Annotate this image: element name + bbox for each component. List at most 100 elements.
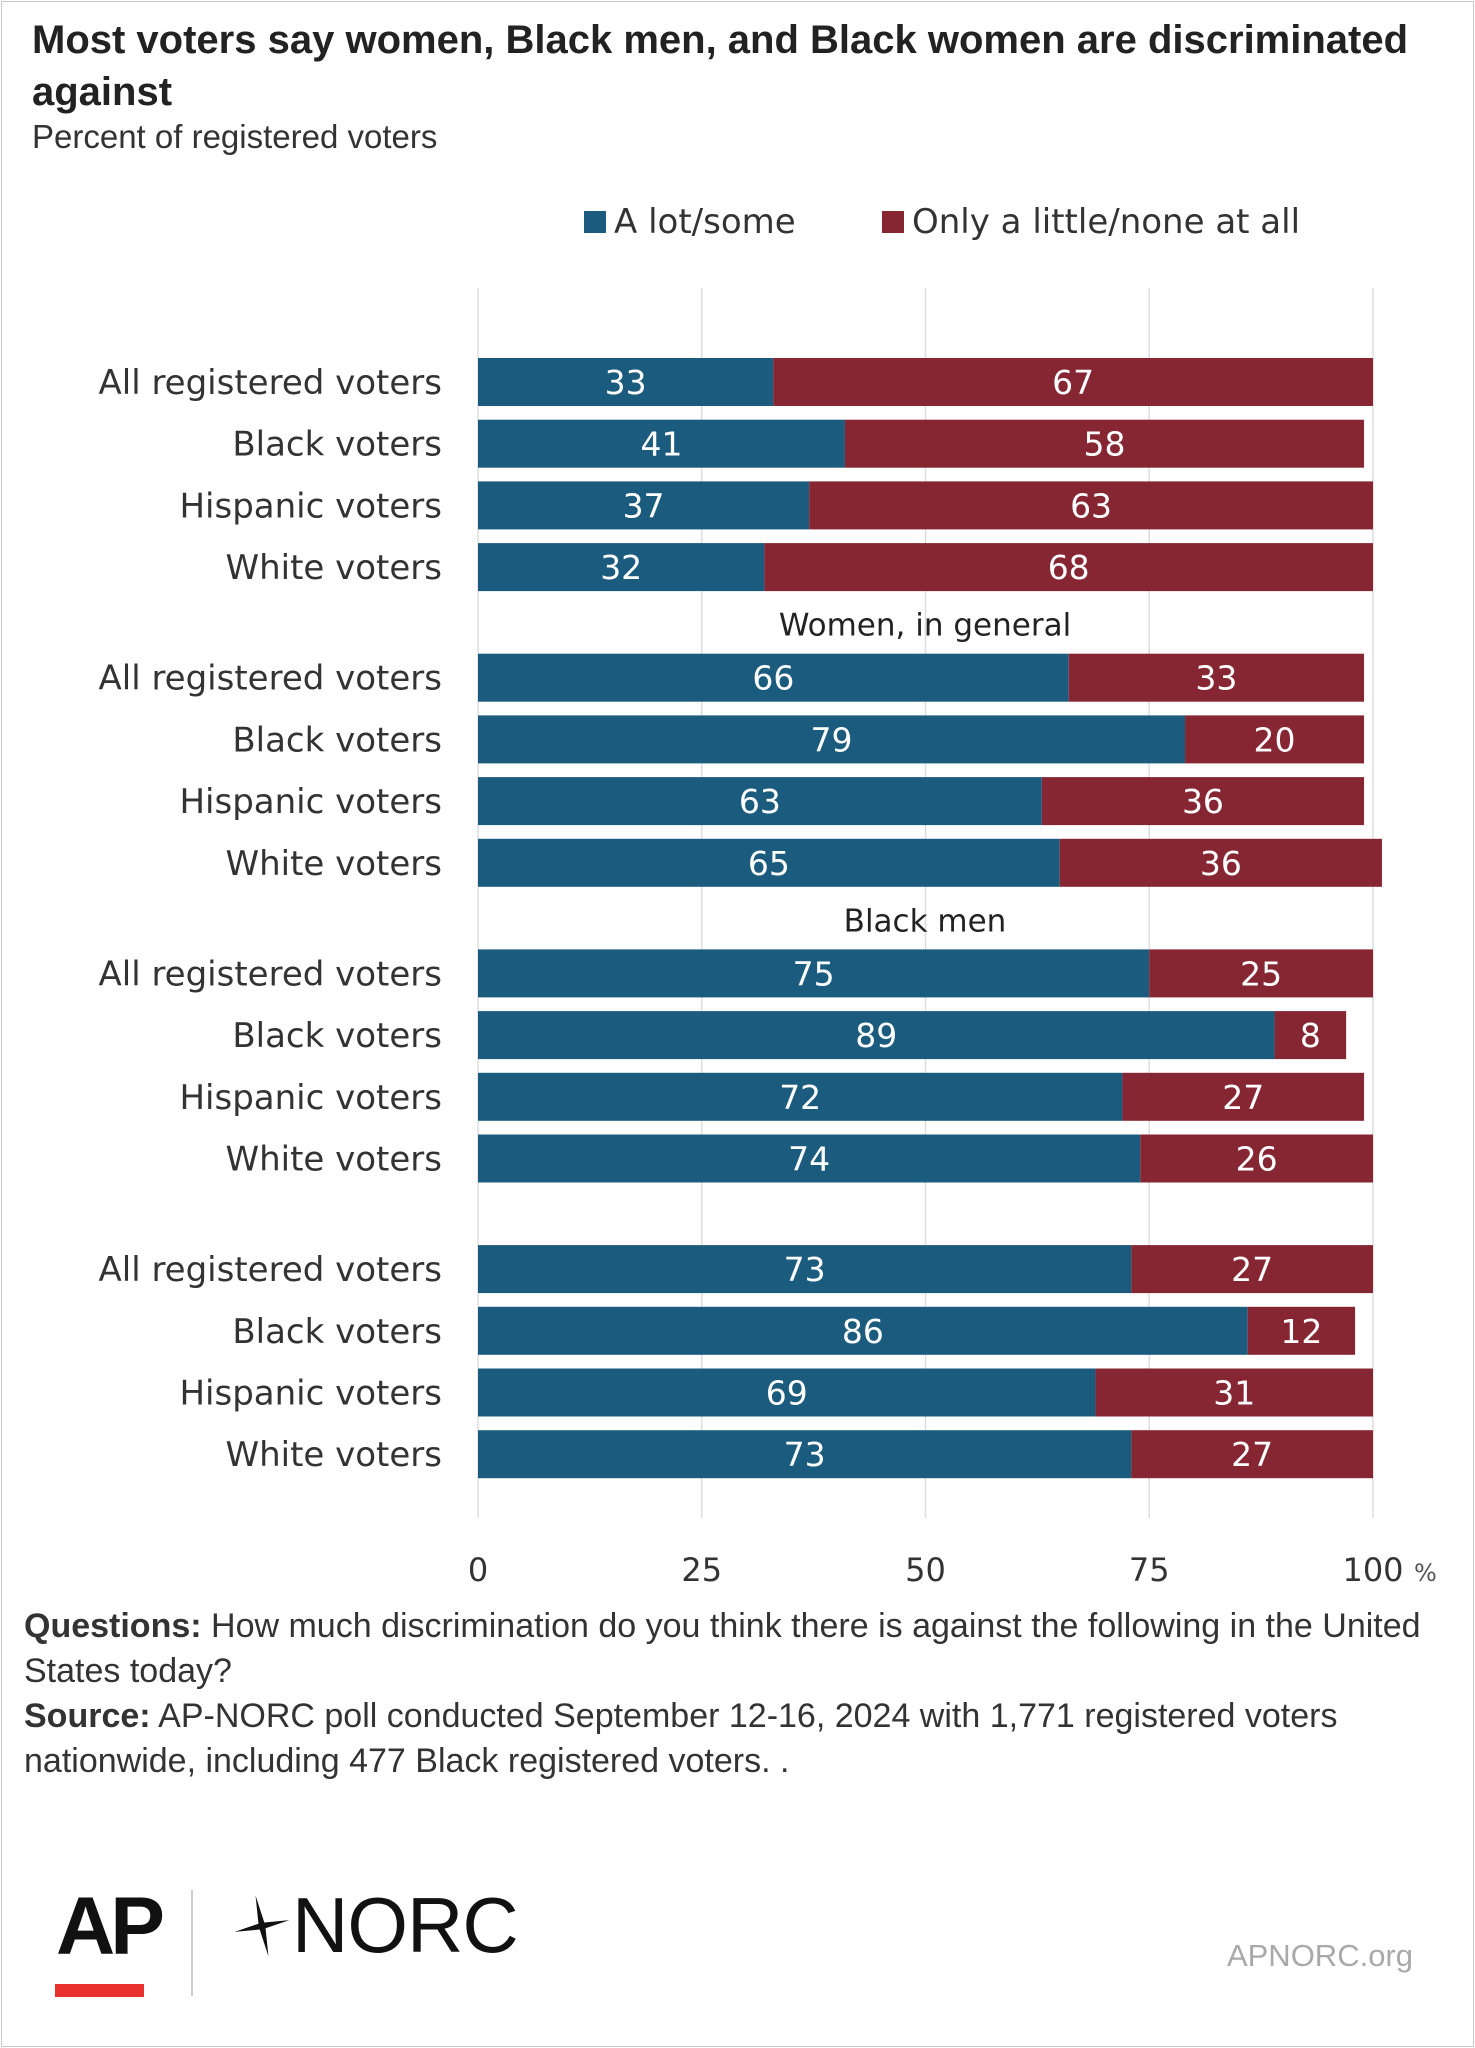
bar-value-label: 74: [788, 1140, 830, 1179]
group-label: Black men: [844, 903, 1007, 939]
bar-little: [1247, 1306, 1356, 1355]
bar-a-lot: [478, 949, 1150, 998]
bar-value-label: 12: [1280, 1312, 1322, 1351]
bar-value-label: 33: [1195, 659, 1237, 698]
questions-text: How much discrimination do you think the…: [24, 1607, 1421, 1690]
category-label: Hispanic voters: [179, 782, 442, 822]
bar-value-label: 66: [752, 659, 794, 698]
category-label: All registered voters: [98, 363, 442, 403]
ap-logo: AP: [56, 1881, 165, 1972]
bar-value-label: 69: [766, 1374, 808, 1413]
legend-swatch-a-lot: [584, 211, 606, 233]
category-label: All registered voters: [98, 659, 442, 699]
bar-value-label: 58: [1084, 425, 1126, 464]
bar-little: [1274, 1011, 1347, 1060]
legend-swatch-little: [882, 211, 904, 233]
bar-a-lot: [478, 1134, 1141, 1183]
bar-value-label: 27: [1222, 1078, 1264, 1117]
bar-little: [844, 419, 1365, 468]
norc-star-icon: [234, 1895, 290, 1956]
legend-label-little: Only a little/none at all: [912, 202, 1301, 242]
bar-little: [1059, 838, 1382, 887]
category-label: White voters: [225, 548, 442, 588]
bar-a-lot: [478, 1430, 1132, 1479]
bar-a-lot: [478, 1072, 1123, 1121]
bar-a-lot: [478, 419, 845, 468]
bar-value-label: 26: [1236, 1140, 1278, 1179]
chart-notes: Questions: How much discrimination do yo…: [24, 1604, 1444, 1784]
source-note: Source: AP-NORC poll conducted September…: [24, 1694, 1444, 1784]
bar-little: [1041, 777, 1365, 826]
bar-little: [1140, 1134, 1373, 1183]
bar-a-lot: [478, 653, 1069, 702]
chart-subtitle: Percent of registered voters: [32, 118, 438, 155]
source-text: AP-NORC poll conducted September 12-16, …: [24, 1697, 1338, 1780]
x-tick-label: 25: [681, 1551, 722, 1589]
bar-value-label: 27: [1231, 1435, 1273, 1474]
bar-value-label: 25: [1240, 954, 1282, 993]
bar-value-label: 67: [1052, 363, 1094, 402]
bar-little: [773, 358, 1373, 406]
source-label: Source:: [24, 1697, 151, 1735]
bar-little: [1131, 1245, 1373, 1294]
category-label: Hispanic voters: [179, 1374, 442, 1414]
ap-logo-bar: [55, 1984, 144, 1997]
bar-value-label: 79: [811, 720, 853, 759]
category-label: Black voters: [232, 1312, 442, 1352]
legend-label-a-lot: A lot/some: [614, 202, 796, 242]
bar-value-label: 75: [793, 954, 835, 993]
bar-value-label: 32: [600, 548, 642, 587]
category-label: Black voters: [232, 1016, 442, 1056]
bar-little: [1068, 653, 1365, 702]
bar-value-label: 36: [1182, 782, 1224, 821]
bar-value-label: 37: [623, 486, 665, 525]
questions-note: Questions: How much discrimination do yo…: [24, 1604, 1444, 1694]
bar-value-label: 68: [1048, 548, 1090, 587]
bar-a-lot: [478, 777, 1042, 826]
bar-little: [809, 481, 1373, 530]
bar-a-lot: [478, 481, 810, 530]
x-tick-label: 75: [1129, 1551, 1170, 1589]
legend: A lot/some Only a little/none at all: [0, 202, 1475, 248]
chart-title: Most voters say women, Black men, and Bl…: [32, 18, 1409, 114]
x-tick-label: 100: [1342, 1551, 1403, 1589]
category-label: All registered voters: [98, 954, 442, 994]
bar-value-label: 27: [1231, 1250, 1273, 1289]
bar-value-label: 73: [784, 1435, 826, 1474]
legend-item-a-lot: A lot/some: [584, 202, 796, 242]
category-label: White voters: [225, 1435, 442, 1475]
bar-a-lot: [478, 358, 774, 406]
norc-logo: NORC: [232, 1880, 519, 1971]
x-tick-label: 50: [905, 1551, 946, 1589]
bar-value-label: 72: [779, 1078, 821, 1117]
bar-value-label: 86: [842, 1312, 884, 1351]
bar-a-lot: [478, 838, 1060, 887]
x-axis-unit: %: [1414, 1559, 1437, 1587]
bar-little: [1149, 949, 1373, 998]
footer-divider: [191, 1890, 193, 1996]
bar-value-label: 73: [784, 1250, 826, 1289]
bar-a-lot: [478, 715, 1186, 764]
bar-value-label: 89: [855, 1016, 897, 1055]
bar-value-label: 33: [605, 363, 647, 402]
category-label: Hispanic voters: [179, 486, 442, 526]
category-label: White voters: [225, 844, 442, 884]
category-label: Hispanic voters: [179, 1078, 442, 1118]
bar-value-label: 63: [1070, 486, 1112, 525]
bar-value-label: 41: [640, 425, 682, 464]
x-tick-label: 0: [468, 1551, 488, 1589]
bar-value-label: 20: [1254, 720, 1296, 759]
bar-little: [1185, 715, 1365, 764]
category-label: Black voters: [232, 720, 442, 760]
bar-little: [1095, 1368, 1373, 1417]
bar-value-label: 63: [739, 782, 781, 821]
apnorc-url: APNORC.org: [1226, 1938, 1413, 1973]
norc-logo-text: NORC: [292, 1881, 519, 1969]
bar-a-lot: [478, 543, 765, 592]
questions-label: Questions:: [24, 1607, 202, 1645]
bar-a-lot: [478, 1306, 1248, 1355]
legend-item-little: Only a little/none at all: [882, 202, 1300, 242]
category-label: Black voters: [232, 425, 442, 465]
bar-value-label: 65: [748, 844, 790, 883]
